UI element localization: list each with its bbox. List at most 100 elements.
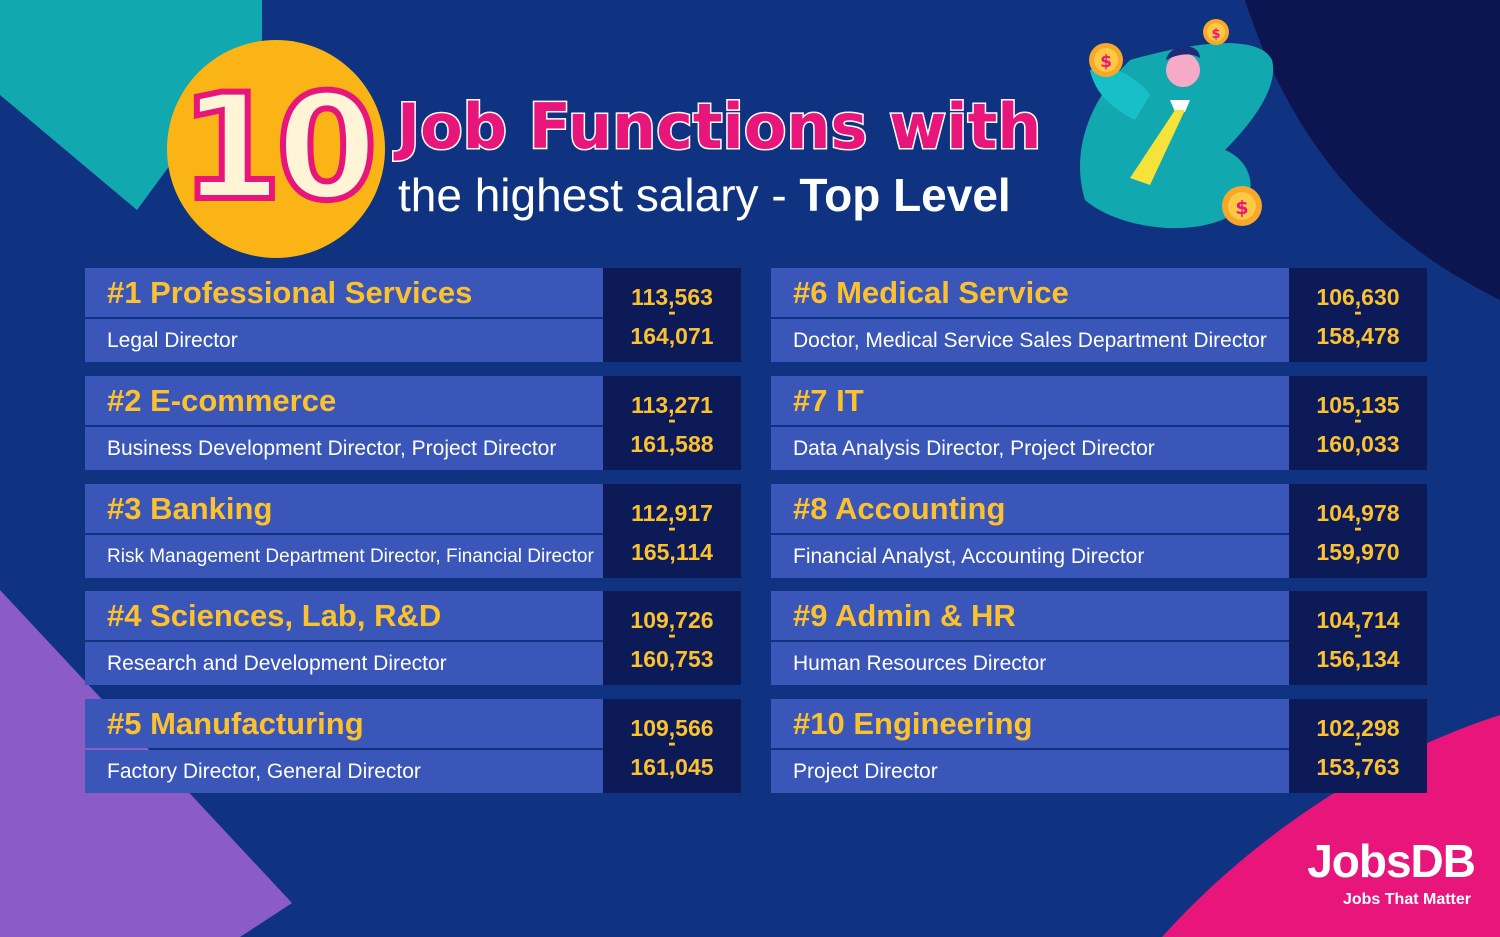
ranking-card-7: #7 IT Data Analysis Director, Project Di… <box>771 376 1427 470</box>
salary-min: 109,566 <box>630 715 714 741</box>
subtitle-bold: Top Level <box>799 169 1011 221</box>
job-function-name: #8 Accounting <box>793 491 1006 526</box>
job-roles: Human Resources Director <box>793 652 1047 675</box>
job-function-name: #9 Admin & HR <box>793 598 1016 633</box>
salary-dash: - <box>1354 621 1362 647</box>
salary-min: 112,917 <box>631 500 713 526</box>
salary-range: 113,271 - 161,588 <box>603 376 741 470</box>
ranking-card-10: #10 Engineering Project Director 102,298… <box>771 699 1427 793</box>
card-header <box>771 591 1289 640</box>
salary-min: 105,135 <box>1316 392 1400 418</box>
coin-icon: $ <box>1222 186 1262 226</box>
card-body <box>85 535 603 578</box>
salary-dash: - <box>1354 729 1362 755</box>
card-header <box>85 484 603 533</box>
svg-text:$: $ <box>1100 52 1112 72</box>
card-body <box>85 750 603 793</box>
salary-max: 160,753 <box>630 646 714 672</box>
job-roles: Factory Director, General Director <box>107 760 421 783</box>
card-body <box>771 535 1289 578</box>
coin-icon: $ <box>1203 19 1229 45</box>
salary-max: 156,134 <box>1316 646 1400 672</box>
job-roles: Financial Analyst, Accounting Director <box>793 545 1145 568</box>
salary-dash: - <box>668 406 676 432</box>
number-badge <box>167 40 385 258</box>
salary-max: 165,114 <box>631 539 713 565</box>
brand-tagline: Jobs That Matter <box>1342 891 1471 908</box>
job-function-name: #6 Medical Service <box>793 275 1069 310</box>
salary-dash: - <box>668 621 676 647</box>
salary-max: 159,970 <box>1316 539 1400 565</box>
salary-range: 104,714 - 156,134 <box>1289 591 1427 685</box>
salary-min: 106,630 <box>1316 284 1400 310</box>
ranking-card-4: #4 Sciences, Lab, R&D Research and Devel… <box>85 591 741 685</box>
ranking-card-9: #9 Admin & HR Human Resources Director 1… <box>771 591 1427 685</box>
job-function-name: #5 Manufacturing <box>107 706 364 741</box>
coin-icon: $ <box>1089 43 1123 77</box>
salary-range: 109,726 - 160,753 <box>603 591 741 685</box>
card-header <box>85 591 603 640</box>
salary-dash: - <box>1354 298 1362 324</box>
salary-min: 102,298 <box>1316 715 1400 741</box>
navy-corner-shape <box>1245 0 1500 300</box>
badge-number: 10 <box>177 60 380 236</box>
card-header <box>85 376 603 425</box>
salary-min: 113,563 <box>631 284 713 310</box>
salary-dash: - <box>668 514 676 540</box>
salary-min: 109,726 <box>630 607 714 633</box>
card-body <box>771 750 1289 793</box>
salary-range: 112,917 - 165,114 <box>603 484 741 578</box>
job-function-name: #4 Sciences, Lab, R&D <box>107 598 442 633</box>
job-roles: Risk Management Department Director, Fin… <box>107 546 594 567</box>
ranking-card-8: #8 Accounting Financial Analyst, Account… <box>771 484 1427 578</box>
salary-range: 113,563 - 164,071 <box>603 268 741 362</box>
job-function-name: #10 Engineering <box>793 706 1033 741</box>
card-header <box>85 699 603 748</box>
svg-text:$: $ <box>1235 197 1248 219</box>
salary-range: 105,135 - 160,033 <box>1289 376 1427 470</box>
job-roles: Research and Development Director <box>107 652 447 675</box>
salary-dash: - <box>668 298 676 324</box>
salary-max: 158,478 <box>1316 323 1400 349</box>
ranking-card-2: #2 E-commerce Business Development Direc… <box>85 376 741 470</box>
teal-corner-shape <box>0 0 262 210</box>
job-function-name: #7 IT <box>793 383 864 418</box>
salary-dash: - <box>1354 406 1362 432</box>
svg-text:$: $ <box>1211 27 1220 42</box>
card-body <box>771 319 1289 362</box>
salary-range: 109,566 - 161,045 <box>603 699 741 793</box>
salary-min: 104,714 <box>1316 607 1400 633</box>
card-body <box>85 319 603 362</box>
salary-max: 164,071 <box>630 323 714 349</box>
salary-range: 102,298 - 153,763 <box>1289 699 1427 793</box>
ranking-card-6: #6 Medical Service Doctor, Medical Servi… <box>771 268 1427 362</box>
salary-dash: - <box>1354 514 1362 540</box>
salary-range: 104,978 - 159,970 <box>1289 484 1427 578</box>
page-title: Job Functions with <box>396 89 1043 165</box>
salary-min: 113,271 <box>631 392 713 418</box>
job-roles: Doctor, Medical Service Sales Department… <box>793 329 1267 352</box>
card-body <box>771 427 1289 470</box>
card-body <box>85 642 603 685</box>
ranking-card-3: #3 Banking Risk Management Department Di… <box>85 484 741 578</box>
card-header <box>771 484 1289 533</box>
card-body <box>85 427 603 470</box>
job-function-name: #2 E-commerce <box>107 383 337 418</box>
salary-max: 160,033 <box>1316 431 1400 457</box>
card-header <box>771 268 1289 317</box>
subtitle-regular: the highest salary - <box>398 169 800 221</box>
job-function-name: #3 Banking <box>107 491 273 526</box>
salary-max: 161,588 <box>630 431 714 457</box>
job-roles: Business Development Director, Project D… <box>107 437 557 460</box>
card-header <box>85 268 603 317</box>
ranking-card-1: #1 Professional Services Legal Director … <box>85 268 741 362</box>
card-header <box>771 699 1289 748</box>
salary-range: 106,630 - 158,478 <box>1289 268 1427 362</box>
jobsdb-logo: JobsDB <box>1307 835 1476 887</box>
job-roles: Project Director <box>793 760 938 783</box>
job-roles: Data Analysis Director, Project Director <box>793 437 1155 460</box>
salary-max: 161,045 <box>630 754 714 780</box>
salary-max: 153,763 <box>1316 754 1400 780</box>
job-function-name: #1 Professional Services <box>107 275 473 310</box>
